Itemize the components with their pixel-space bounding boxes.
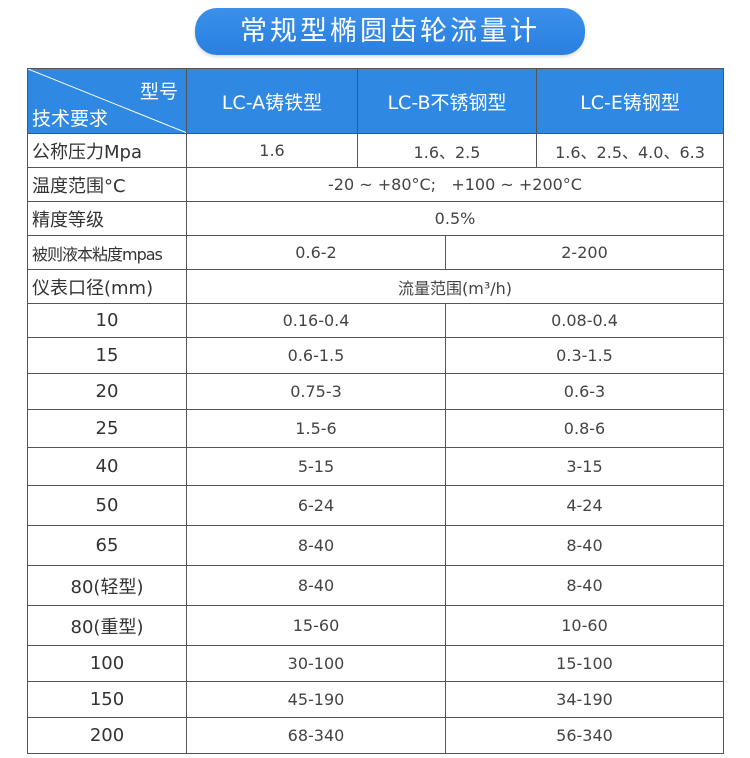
header-row: 型号 技术要求 LC-A铸铁型 LC-B不锈钢型 LC-E铸钢型 — [27, 68, 725, 134]
flow-b-cell: 10-60 — [444, 605, 725, 646]
flow-row: 25 1.5-6 0.8-6 — [27, 409, 725, 448]
flow-row: 150 45-190 34-190 — [27, 681, 725, 718]
flow-a-cell: 15-60 — [186, 605, 446, 646]
flow-row: 50 6-24 4-24 — [27, 485, 725, 526]
flow-b-cell: 8-40 — [444, 565, 725, 606]
flow-a-cell: 1.5-6 — [186, 409, 446, 448]
diagonal-line — [28, 69, 186, 133]
flow-a-cell: 45-190 — [186, 681, 446, 718]
size-cell: 65 — [27, 525, 187, 566]
flow-b-cell: 0.8-6 — [444, 409, 725, 448]
size-cell: 10 — [27, 303, 187, 338]
flow-b-cell: 8-40 — [444, 525, 725, 566]
size-cell: 20 — [27, 373, 187, 410]
cell: 2-200 — [444, 235, 725, 270]
size-cell: 25 — [27, 409, 187, 448]
flow-row: 80(轻型) 8-40 8-40 — [27, 565, 725, 606]
flow-header-row: 仪表口径(mm) 流量范围(m³/h) — [27, 269, 725, 304]
corner-bottom-label: 技术要求 — [32, 108, 109, 130]
cell: 0.6-2 — [186, 235, 446, 270]
flow-b-cell: 4-24 — [444, 485, 725, 526]
page-title: 常规型椭圆齿轮流量计 — [195, 8, 585, 55]
flow-row: 200 68-340 56-340 — [27, 717, 725, 754]
size-cell: 15 — [27, 337, 187, 374]
flow-row: 20 0.75-3 0.6-3 — [27, 373, 725, 410]
corner-top-label: 型号 — [139, 81, 178, 103]
accuracy-row: 精度等级 0.5% — [27, 201, 725, 236]
pressure-row: 公称压力Mpa 1.6 1.6、2.5 1.6、2.5、4.0、6.3 — [27, 133, 725, 168]
flow-a-cell: 5-15 — [186, 447, 446, 486]
flow-a-cell: 68-340 — [186, 717, 446, 754]
flow-a-cell: 0.75-3 — [186, 373, 446, 410]
model-header: LC-E铸钢型 — [536, 68, 725, 134]
row-label: 精度等级 — [27, 201, 187, 236]
model-header: LC-A铸铁型 — [186, 68, 358, 134]
size-cell: 40 — [27, 447, 187, 486]
cell: 1.6 — [186, 133, 358, 168]
model-header: LC-B不锈钢型 — [356, 68, 538, 134]
row-label: 公称压力Mpa — [27, 133, 187, 168]
cell: 0.5% — [185, 201, 725, 236]
temperature-row: 温度范围°C -20 ~ +80°C; +100 ~ +200°C — [27, 167, 725, 202]
flow-b-cell: 3-15 — [444, 447, 725, 486]
flow-a-cell: 30-100 — [186, 645, 446, 682]
size-cell: 100 — [27, 645, 187, 682]
flow-row: 10 0.16-0.4 0.08-0.4 — [27, 303, 725, 338]
cell: 流量范围(m³/h) — [185, 269, 725, 304]
flow-a-cell: 0.16-0.4 — [186, 303, 446, 338]
size-cell: 80(轻型) — [27, 565, 187, 606]
flow-row: 80(重型) 15-60 10-60 — [27, 605, 725, 646]
flow-row: 40 5-15 3-15 — [27, 447, 725, 486]
cell: 1.6、2.5、4.0、6.3 — [536, 133, 725, 168]
cell: 1.6、2.5 — [356, 133, 538, 168]
flow-b-cell: 56-340 — [444, 717, 725, 754]
flow-b-cell: 15-100 — [444, 645, 725, 682]
corner-cell: 型号 技术要求 — [27, 68, 187, 134]
size-cell: 80(重型) — [27, 605, 187, 646]
size-cell: 200 — [27, 717, 187, 754]
size-cell: 150 — [27, 681, 187, 718]
row-label: 温度范围°C — [27, 167, 187, 202]
size-cell: 50 — [27, 485, 187, 526]
flow-b-cell: 34-190 — [444, 681, 725, 718]
flow-row: 15 0.6-1.5 0.3-1.5 — [27, 337, 725, 374]
flow-b-cell: 0.6-3 — [444, 373, 725, 410]
spec-table: 型号 技术要求 LC-A铸铁型 LC-B不锈钢型 LC-E铸钢型 公称压力Mpa… — [27, 68, 725, 754]
flow-a-cell: 0.6-1.5 — [186, 337, 446, 374]
flow-a-cell: 8-40 — [186, 525, 446, 566]
cell: -20 ~ +80°C; +100 ~ +200°C — [185, 167, 725, 202]
viscosity-row: 被则液本粘度mpas 0.6-2 2-200 — [27, 235, 725, 270]
row-label: 被则液本粘度mpas — [27, 235, 187, 270]
flow-a-cell: 8-40 — [186, 565, 446, 606]
flow-row: 65 8-40 8-40 — [27, 525, 725, 566]
flow-b-cell: 0.3-1.5 — [444, 337, 725, 374]
flow-a-cell: 6-24 — [186, 485, 446, 526]
row-label: 仪表口径(mm) — [27, 269, 187, 304]
flow-row: 100 30-100 15-100 — [27, 645, 725, 682]
flow-b-cell: 0.08-0.4 — [444, 303, 725, 338]
